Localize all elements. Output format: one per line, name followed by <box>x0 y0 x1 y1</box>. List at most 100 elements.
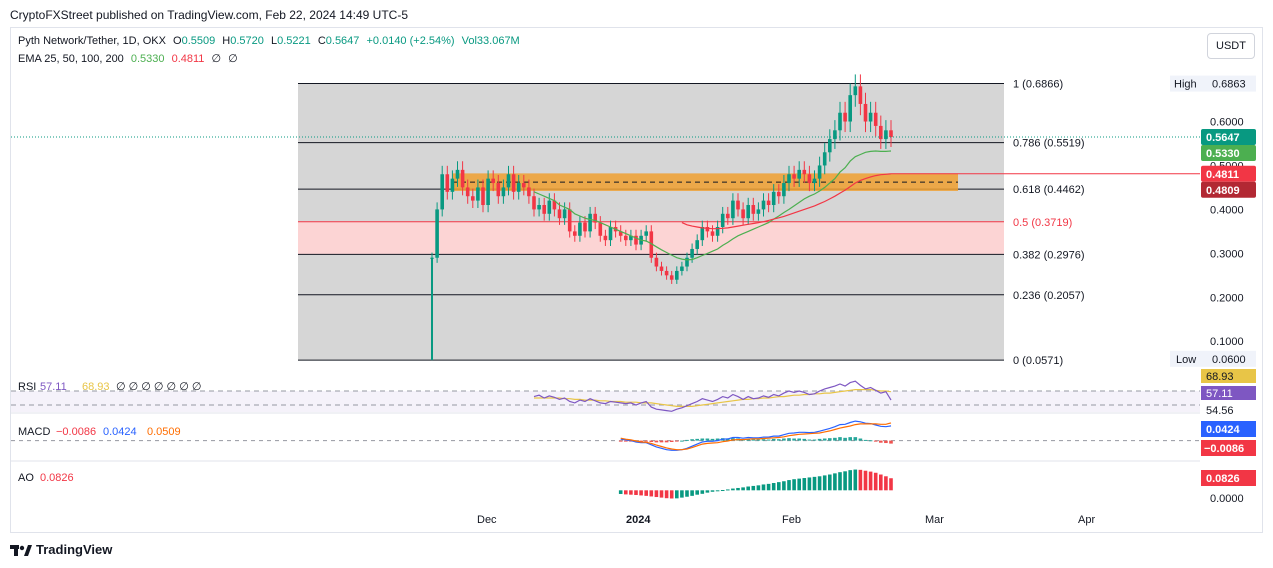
candle-body <box>506 174 511 188</box>
low-tag-bg <box>1170 350 1256 367</box>
ao-bar <box>705 490 710 493</box>
candle-body <box>588 213 592 232</box>
macd-histogram-bar <box>751 439 756 441</box>
macd-histogram-bar <box>690 439 694 441</box>
candle-body <box>695 240 699 249</box>
y-tick-label: 0.6000 <box>1210 117 1244 129</box>
ao-bar <box>858 469 863 491</box>
tradingview-logo-text: TradingView <box>36 542 113 557</box>
candle-body <box>782 183 786 197</box>
fib-label-0.5: 0.5 (0.3719) <box>1013 217 1072 229</box>
ema25-price-tag-bg <box>1201 145 1256 162</box>
candle-body <box>833 130 837 140</box>
candle-body <box>537 205 541 210</box>
ema25-line <box>533 150 892 261</box>
ao-bar <box>766 483 771 491</box>
macd-histogram-bar <box>618 440 623 442</box>
macd-histogram-bar <box>777 439 781 441</box>
ema4-value: ∅ <box>228 53 238 65</box>
candle-body <box>552 200 557 210</box>
ao-zero-tag: 0.0000 <box>1210 493 1244 505</box>
chart-frame <box>10 27 1263 533</box>
y-tick-label: 0.1000 <box>1210 336 1244 348</box>
candle-body <box>516 183 521 192</box>
macd-signal-line <box>620 422 892 451</box>
candle-body <box>450 178 455 192</box>
macd-histogram-bar <box>817 438 822 441</box>
candle-body <box>598 222 603 236</box>
x-tick-label: Feb <box>782 514 801 526</box>
macd-legend-hist: −0.0086 <box>56 426 96 438</box>
ao-bar <box>863 470 868 491</box>
candle-body <box>603 235 608 241</box>
ao-bar <box>680 490 684 498</box>
x-tick-label: Mar <box>925 514 944 526</box>
candle-body <box>756 209 761 214</box>
high-tag-bg <box>1170 75 1256 92</box>
candle-body <box>496 183 501 197</box>
ema25-price-tag: 0.5330 <box>1206 148 1240 160</box>
ema-label[interactable]: EMA 25, 50, 100, 200 <box>18 53 124 65</box>
candle-body <box>715 226 720 236</box>
candle-body <box>843 112 847 122</box>
macd-line <box>620 420 892 451</box>
macd-histogram-bar <box>649 440 654 442</box>
candle-body <box>455 169 460 179</box>
candle-body <box>578 222 582 236</box>
candle-body <box>736 200 740 210</box>
x-tick-label: Apr <box>1078 514 1095 526</box>
macd-histogram-bar <box>639 440 643 442</box>
price-change: +0.0140 (+2.54%) <box>366 35 455 47</box>
ao-bar <box>736 487 740 491</box>
candle-body <box>828 139 832 153</box>
macd-histogram-bar <box>766 439 771 441</box>
candle-body <box>532 196 536 210</box>
ohlc-low: L0.5221 <box>270 35 311 47</box>
currency-button[interactable]: USDT <box>1207 33 1255 59</box>
rsi-ma-tag-bg <box>1201 369 1256 383</box>
macd-histogram-bar <box>710 438 715 441</box>
ema50-price-tag: 0.4811 <box>1206 169 1239 181</box>
macd-histogram-bar <box>675 440 679 442</box>
macd-histogram-bar <box>664 440 669 443</box>
candle-body <box>649 231 654 258</box>
candle-body <box>644 231 648 236</box>
rsi-value-tag: 57.11 <box>1206 388 1233 400</box>
macd-histogram-bar <box>853 437 858 441</box>
candle-body <box>567 209 572 232</box>
candle-body <box>527 187 531 197</box>
fib-label-0.382: 0.382 (0.2976) <box>1013 249 1085 261</box>
candle-body <box>440 174 444 210</box>
symbol-name[interactable]: Pyth Network/Tether, 1D, OKX <box>18 35 166 47</box>
ao-bar <box>751 485 756 491</box>
volume: Vol33.067M <box>461 35 520 47</box>
candle-body <box>583 222 587 232</box>
candle-body <box>476 187 480 201</box>
macd-histogram-bar <box>756 439 761 441</box>
macd-histogram-bar <box>761 439 766 441</box>
ao-bar <box>833 473 837 491</box>
ao-bar <box>843 471 847 491</box>
macd-histogram-bar <box>669 440 674 442</box>
candle-body <box>797 169 801 179</box>
macd-histogram-bar <box>715 438 720 441</box>
candle-body <box>562 209 567 219</box>
close-price-tag: 0.5647 <box>1206 132 1240 144</box>
candle-body <box>573 231 577 236</box>
ao-bar <box>649 490 654 497</box>
candle-body <box>858 86 863 104</box>
macd-histogram-bar <box>624 440 628 442</box>
macd-tag: 0.0424 <box>1206 424 1241 436</box>
candle-body <box>547 200 552 214</box>
ao-bar <box>817 476 822 491</box>
ao-bar <box>690 490 694 496</box>
candle-body <box>629 235 633 241</box>
rsi-legend-ma: 68.93 <box>82 381 110 393</box>
candle-body <box>445 174 450 192</box>
macd-tag-bg <box>1201 421 1256 437</box>
candle-body <box>726 213 730 219</box>
candle-body <box>608 226 613 241</box>
y-tick-label: 0.2000 <box>1210 292 1244 304</box>
macd-histogram-bar <box>879 440 883 443</box>
